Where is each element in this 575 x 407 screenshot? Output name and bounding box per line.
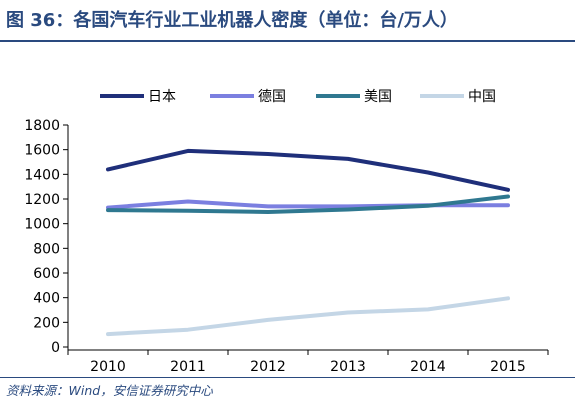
y-tick-label: 200 [33, 315, 60, 331]
y-tick-label: 1200 [24, 192, 60, 208]
y-axis: 0 200 400 600 800 1000 1200 1400 1600 1800 [24, 118, 69, 356]
series-line [106, 148, 510, 192]
y-tick-label: 1800 [24, 118, 60, 134]
legend: 日本 德国 美国 中国 [100, 89, 496, 105]
source-note: 资料来源：Wind，安信证券研究中心 [6, 383, 213, 398]
y-tick-label: 1400 [24, 167, 60, 183]
x-tick-label: 2011 [170, 359, 206, 374]
series-line [106, 296, 510, 337]
x-tick-label: 2015 [490, 359, 526, 374]
x-axis: 2010 2011 2012 2013 2014 2015 [67, 349, 549, 374]
x-tick-label: 2014 [410, 359, 446, 374]
source-rule [0, 377, 575, 378]
legend-label: 美国 [364, 89, 392, 105]
x-tick-label: 2012 [250, 359, 286, 374]
figure-title: 图 36：各国汽车行业工业机器人密度（单位：台/万人） [6, 10, 458, 31]
series-line [106, 194, 510, 214]
legend-label: 中国 [468, 89, 496, 105]
x-tick-label: 2013 [330, 359, 366, 374]
y-tick-label: 0 [51, 340, 60, 356]
y-tick-label: 600 [33, 266, 60, 282]
x-tick-label: 2010 [90, 359, 126, 374]
y-tick-label: 1000 [24, 217, 60, 233]
y-tick-label: 400 [33, 291, 60, 307]
series-lines [106, 148, 510, 337]
legend-label: 日本 [148, 89, 176, 105]
y-tick-label: 1600 [24, 143, 60, 159]
title-rule [0, 40, 575, 42]
line-chart: 日本 德国 美国 中国 0 200 400 600 800 1000 1200 1400 1600 18… [24, 89, 549, 374]
y-tick-label: 800 [33, 241, 60, 257]
legend-label: 德国 [258, 89, 286, 105]
